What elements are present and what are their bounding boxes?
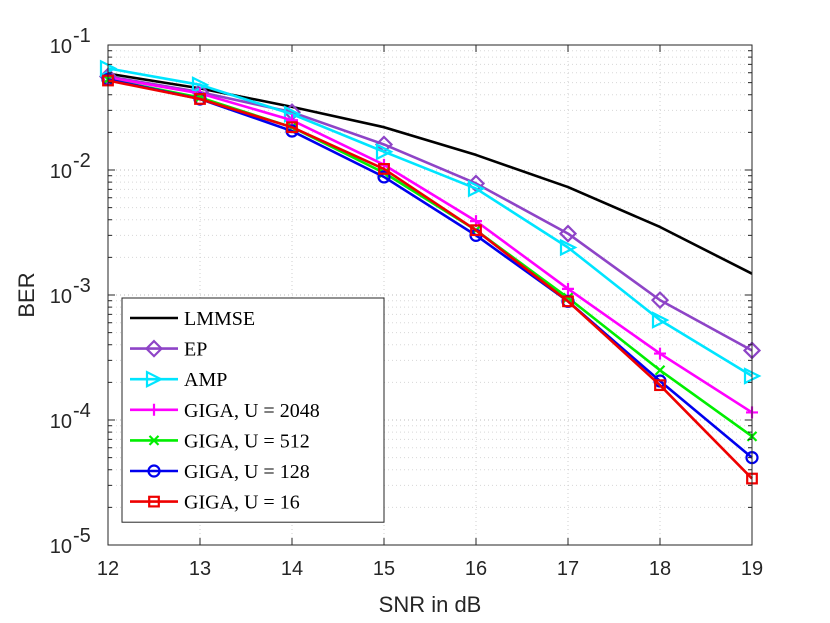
series-line-giga-u-2048 bbox=[107, 76, 753, 414]
data-point-amp bbox=[467, 179, 486, 198]
legend-marker-giga-u-512 bbox=[148, 435, 160, 446]
data-point-amp bbox=[375, 142, 394, 161]
x-tick-label: 19 bbox=[741, 558, 763, 580]
series-line-amp bbox=[107, 67, 753, 378]
y-tick-exponent: -2 bbox=[73, 150, 91, 172]
y-tick-exponent: -4 bbox=[73, 400, 91, 422]
x-tick-label: 15 bbox=[373, 558, 395, 580]
data-point-giga-u-2048 bbox=[562, 282, 574, 295]
data-point-giga-u-512 bbox=[654, 364, 666, 376]
data-point-giga-u-512 bbox=[562, 292, 574, 304]
data-point-amp bbox=[559, 238, 578, 257]
x-tick-label: 12 bbox=[97, 558, 119, 580]
data-point-ep bbox=[650, 291, 670, 310]
data-point-giga-u-2048 bbox=[286, 114, 298, 127]
legend-label-giga-u-2048: GIGA, U = 2048 bbox=[184, 400, 320, 422]
legend-label-ep: EP bbox=[184, 339, 207, 361]
x-tick-labels: 12 13 14 15 16 17 18 19 bbox=[97, 558, 763, 580]
y-tick-exponent: -5 bbox=[73, 525, 91, 547]
axis-ticks bbox=[107, 44, 753, 546]
x-tick-label: 14 bbox=[281, 558, 303, 580]
y-tick-label: 10 bbox=[50, 536, 72, 558]
x-tick-label: 16 bbox=[465, 558, 487, 580]
x-tick-label: 17 bbox=[557, 558, 579, 580]
legend-label-giga-u-16: GIGA, U = 16 bbox=[184, 492, 300, 514]
y-tick-label: 10 bbox=[50, 286, 72, 308]
data-point-giga-u-16 bbox=[194, 93, 206, 105]
series-lmmse bbox=[107, 72, 753, 275]
legend-marker-giga-u-2048 bbox=[148, 403, 160, 416]
data-point-amp bbox=[651, 311, 670, 329]
data-point-giga-u-16 bbox=[654, 379, 666, 392]
y-tick-label: 10 bbox=[50, 36, 72, 58]
series-layer bbox=[98, 59, 762, 485]
minor-grid bbox=[108, 50, 752, 508]
legend-marker-ep bbox=[144, 339, 164, 358]
y-tick-exponent: -3 bbox=[73, 275, 91, 297]
data-point-giga-u-16 bbox=[378, 163, 390, 175]
legend-label-giga-u-128: GIGA, U = 128 bbox=[184, 461, 310, 483]
y-tick-labels: 10-110-210-310-410-5 bbox=[50, 25, 91, 558]
series-line-ep bbox=[107, 75, 753, 352]
legend-label-amp: AMP bbox=[184, 369, 227, 391]
data-point-giga-u-16 bbox=[470, 224, 482, 237]
y-axis-label: BER bbox=[14, 272, 39, 317]
data-point-giga-u-16 bbox=[286, 121, 298, 134]
legend: LMMSE EP AMP GIGA, U = 2048 GIGA, U = 512 GIG… bbox=[121, 297, 385, 523]
series-line-giga-u-16 bbox=[107, 79, 753, 480]
y-tick-label: 10 bbox=[50, 411, 72, 433]
legend-label-giga-u-512: GIGA, U = 512 bbox=[184, 430, 310, 452]
x-axis-label: SNR in dB bbox=[379, 592, 482, 617]
legend-marker-giga-u-128 bbox=[147, 464, 161, 478]
y-tick-exponent: -1 bbox=[73, 25, 91, 47]
series-line-lmmse bbox=[107, 72, 753, 275]
y-tick-label: 10 bbox=[50, 161, 72, 183]
x-tick-label: 13 bbox=[189, 558, 211, 580]
legend-marker-giga-u-16 bbox=[148, 495, 160, 508]
legend-label-lmmse: LMMSE bbox=[184, 308, 255, 330]
legend-marker-amp bbox=[145, 370, 164, 388]
x-tick-label: 18 bbox=[649, 558, 671, 580]
data-point-giga-u-2048 bbox=[654, 347, 666, 360]
data-point-giga-u-128 bbox=[377, 170, 391, 184]
data-point-ep bbox=[558, 224, 578, 243]
data-point-giga-u-16 bbox=[562, 295, 574, 308]
